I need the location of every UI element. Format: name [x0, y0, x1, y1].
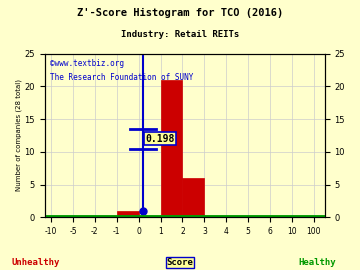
- Text: Z'-Score Histogram for TCO (2016): Z'-Score Histogram for TCO (2016): [77, 8, 283, 18]
- Text: ©www.textbiz.org: ©www.textbiz.org: [50, 59, 124, 68]
- Text: Industry: Retail REITs: Industry: Retail REITs: [121, 30, 239, 39]
- Bar: [183, 178, 204, 217]
- Text: Unhealthy: Unhealthy: [12, 258, 60, 267]
- Bar: [117, 211, 139, 217]
- Bar: [161, 80, 183, 217]
- Y-axis label: Number of companies (28 total): Number of companies (28 total): [15, 79, 22, 191]
- Text: Healthy: Healthy: [298, 258, 336, 267]
- Text: 0.198: 0.198: [145, 134, 175, 144]
- Text: Score: Score: [167, 258, 193, 267]
- Text: The Research Foundation of SUNY: The Research Foundation of SUNY: [50, 73, 193, 82]
